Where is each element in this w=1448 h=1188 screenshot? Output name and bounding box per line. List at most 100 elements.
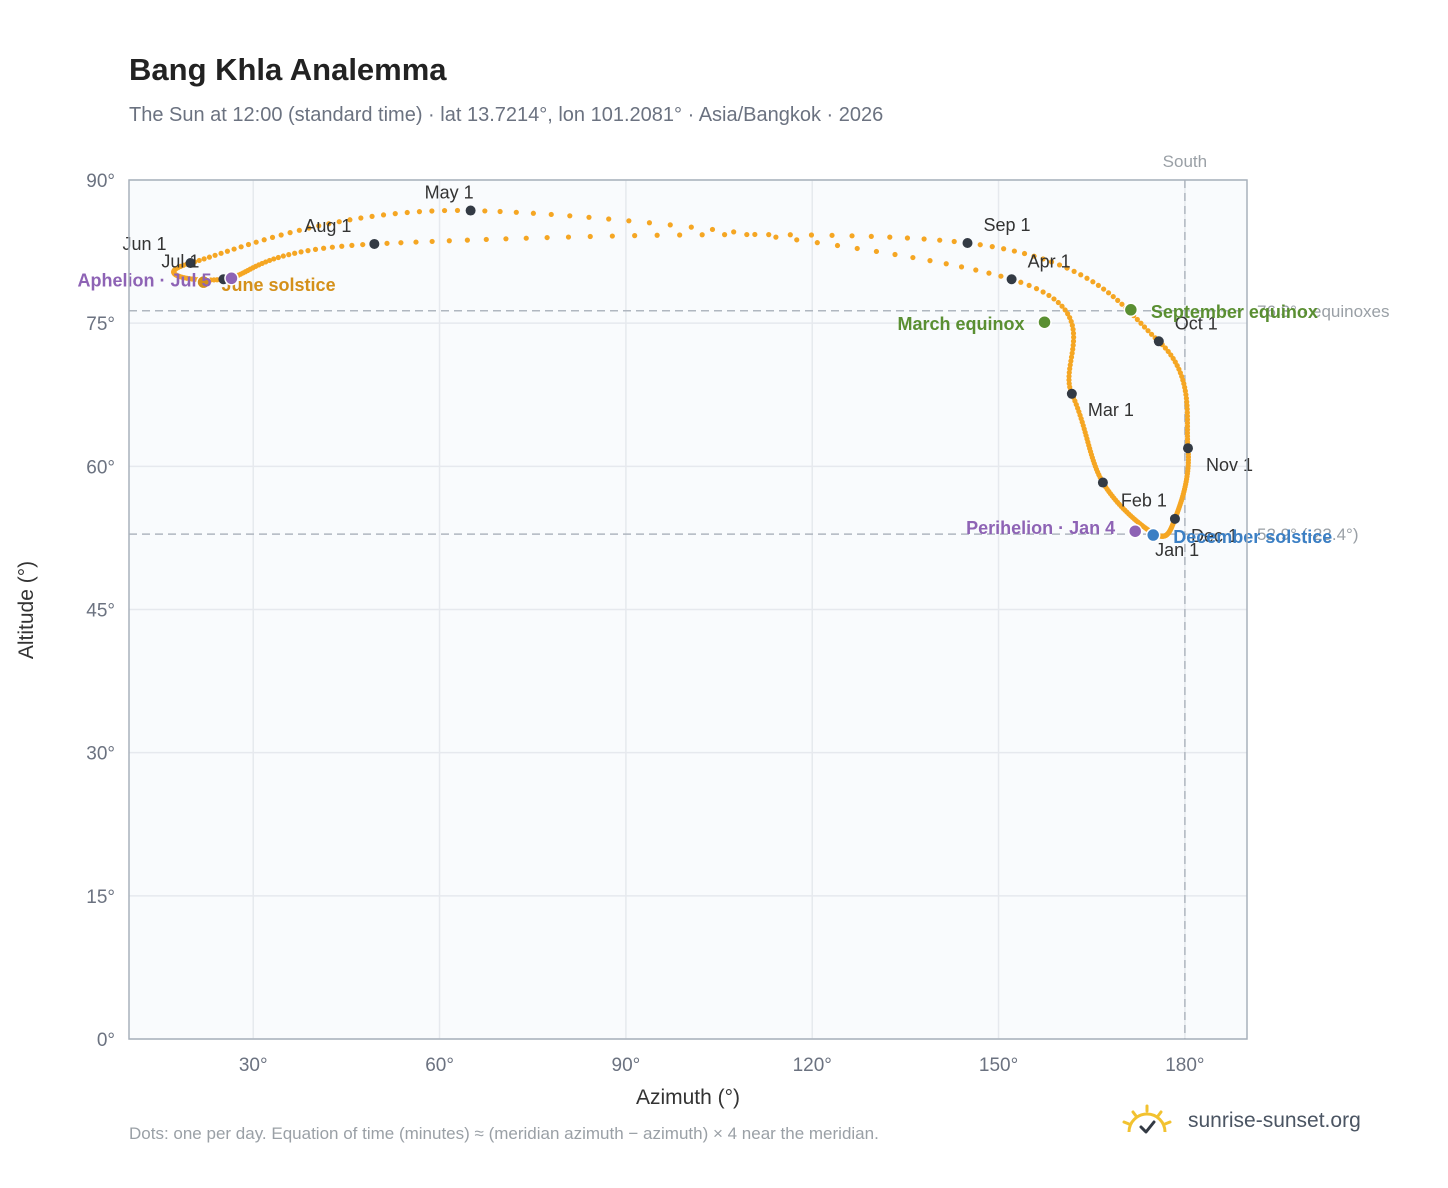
day-dot: [523, 235, 529, 241]
day-dot: [699, 232, 705, 238]
day-dot: [429, 208, 435, 214]
x-tick-label: 180°: [1165, 1055, 1204, 1076]
day-dot: [977, 242, 983, 248]
day-dot: [482, 208, 488, 214]
day-dot: [1048, 259, 1055, 265]
day-dot: [1064, 265, 1070, 271]
day-dot: [626, 218, 632, 224]
day-dot: [1069, 322, 1075, 328]
day-dot: [292, 250, 298, 256]
y-tick-label: 45°: [86, 601, 115, 622]
day-dot: [441, 207, 448, 214]
day-dot: [1071, 334, 1077, 340]
day-dot: [224, 248, 231, 254]
day-dot: [849, 233, 855, 239]
day-dot: [943, 261, 949, 267]
day-dot: [1070, 330, 1077, 336]
event-label: September equinox: [1151, 302, 1318, 322]
day-dot: [384, 240, 390, 246]
day-dot: [321, 245, 327, 251]
day-dot: [1055, 299, 1061, 306]
day-dot: [1115, 297, 1121, 303]
day-dot: [278, 232, 284, 238]
day-dot: [1066, 377, 1072, 383]
day-dot: [1070, 342, 1076, 348]
event-markers: March equinox June solstice September equi…: [77, 270, 1332, 547]
day-dot: [316, 223, 322, 229]
day-dot: [565, 234, 572, 240]
day-dot: [721, 232, 728, 238]
month-marker: [1169, 513, 1180, 524]
month-marker: [1153, 336, 1164, 347]
month-marker: [185, 258, 196, 269]
day-dot: [773, 234, 779, 240]
y-tick-label: 75°: [86, 314, 115, 335]
reference-line-label: South: [1163, 152, 1207, 171]
month-marker: [1097, 477, 1108, 488]
day-dot: [1066, 369, 1072, 376]
day-dot: [1145, 328, 1151, 334]
day-dot: [834, 242, 841, 249]
y-axis-label: Altitude (°): [15, 561, 38, 659]
month-marker: [1006, 274, 1017, 285]
day-dot: [245, 241, 252, 248]
day-dot: [744, 231, 750, 238]
day-dot: [238, 244, 244, 250]
day-dot: [296, 227, 302, 233]
day-dot: [231, 246, 237, 252]
day-dot: [998, 273, 1004, 279]
day-dot: [654, 232, 660, 238]
day-dot: [937, 237, 943, 243]
day-dot: [1011, 248, 1017, 254]
sun-logo-icon: [1122, 1104, 1172, 1134]
day-dot: [677, 232, 683, 238]
x-tick-label: 90°: [612, 1055, 641, 1076]
event-marker: [1037, 314, 1052, 330]
day-dot: [280, 253, 286, 259]
day-dot: [1105, 290, 1112, 296]
day-dot: [1071, 268, 1077, 274]
event-label: Perihelion · Jan 4: [966, 518, 1115, 538]
month-label: Aug 1: [304, 216, 351, 236]
day-dot: [347, 217, 353, 223]
day-dot: [1134, 316, 1140, 323]
day-dot: [787, 232, 793, 238]
day-dot: [887, 234, 893, 240]
day-dot: [1056, 262, 1063, 268]
reference-line-label: 52.9° (-23.4°): [1257, 525, 1358, 544]
day-dot: [413, 239, 419, 245]
day-dot: [1066, 373, 1072, 379]
day-dot: [1078, 272, 1084, 278]
event-label: Aphelion · Jul 5: [77, 270, 211, 290]
day-dot: [416, 209, 423, 215]
day-dot: [587, 233, 593, 240]
month-label: Jan 1: [1155, 540, 1199, 560]
day-dot: [212, 252, 218, 258]
day-dot: [1018, 279, 1024, 285]
day-dot: [927, 258, 933, 264]
month-label: Oct 1: [1175, 313, 1218, 333]
day-dot: [646, 220, 653, 226]
day-dot: [298, 249, 304, 255]
day-dot: [1026, 282, 1032, 289]
day-dot: [1110, 293, 1116, 300]
brand[interactable]: sunrise-sunset.org: [1120, 1104, 1361, 1138]
day-dot: [794, 237, 800, 243]
day-dot: [1101, 286, 1107, 292]
day-dot: [360, 241, 366, 248]
month-label: Sep 1: [984, 215, 1031, 235]
day-dot: [921, 236, 927, 242]
day-dot: [1095, 282, 1101, 289]
day-dot: [305, 248, 311, 254]
y-tick-label: 90°: [86, 171, 115, 192]
plot-frame: [128, 179, 1248, 1040]
day-dot: [989, 244, 995, 250]
event-label: June solstice: [222, 275, 336, 295]
day-dot: [326, 221, 332, 227]
day-dot: [1067, 362, 1073, 368]
event-marker: [196, 274, 211, 290]
event-marker: [1145, 527, 1161, 543]
day-dot: [286, 252, 292, 258]
reference-line-label: 76.3° · equinoxes: [1257, 302, 1390, 321]
